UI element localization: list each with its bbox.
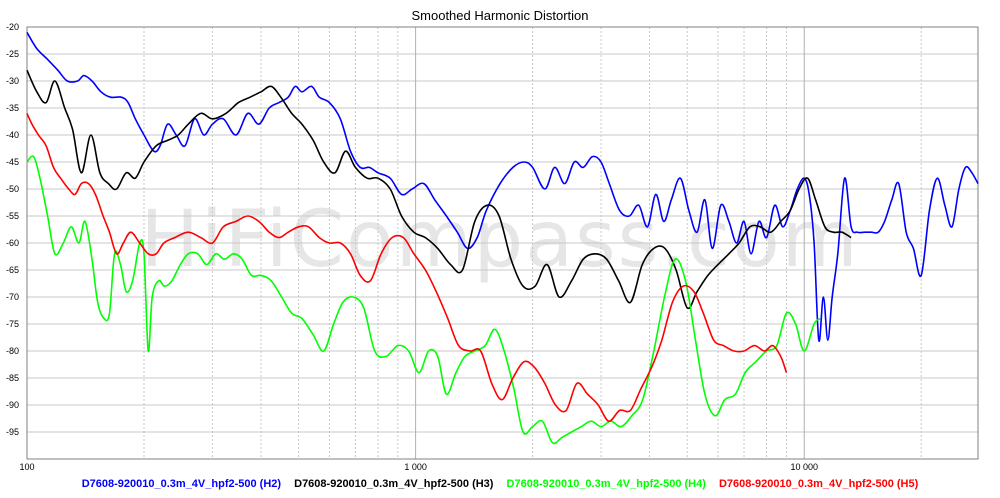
- legend: D7608-920010_0.3m_4V_hpf2-500 (H2) D7608…: [0, 478, 1000, 490]
- chart-title: Smoothed Harmonic Distortion: [411, 8, 589, 23]
- y-tick-label: -40: [6, 130, 19, 140]
- grid: [26, 26, 978, 459]
- y-tick-label: -75: [6, 319, 19, 329]
- x-tick-label: 100: [19, 462, 34, 472]
- y-tick-label: -50: [6, 184, 19, 194]
- y-tick-label: -70: [6, 292, 19, 302]
- y-tick-label: -55: [6, 211, 19, 221]
- y-tick-label: -60: [6, 238, 19, 248]
- y-tick-label: -80: [6, 346, 19, 356]
- series-line-2: [26, 31, 979, 342]
- legend-h2: D7608-920010_0.3m_4V_hpf2-500 (H2): [81, 478, 282, 490]
- legend-h4: D7608-920010_0.3m_4V_hpf2-500 (H4): [506, 478, 706, 490]
- y-tick-label: -65: [6, 265, 19, 275]
- y-tick-label: -35: [6, 103, 19, 113]
- series-line-4: [26, 155, 821, 445]
- x-tick-label: 10 000: [790, 462, 818, 472]
- y-tick-label: -30: [6, 76, 19, 86]
- series-line-3: [26, 69, 852, 310]
- y-tick-label: -90: [6, 400, 19, 410]
- legend-h3: D7608-920010_0.3m_4V_hpf2-500 (H3): [294, 478, 494, 490]
- y-tick-label: -25: [6, 49, 19, 59]
- axis-ticks: -20 -25 -30 -35 -40 -45 -50 -55 -60 -65 -70 -75 -80 -…: [6, 22, 818, 472]
- y-tick-label: -45: [6, 157, 19, 167]
- y-tick-label: -85: [6, 373, 19, 383]
- series-line-5: [26, 113, 788, 422]
- series-lines: [26, 31, 979, 445]
- x-tick-label: 1 000: [404, 462, 427, 472]
- plot-frame: [26, 26, 979, 460]
- legend-h5: D7608-920010_0.3m_4V_hpf2-500 (H5): [718, 478, 919, 490]
- y-tick-label: -20: [6, 22, 19, 32]
- y-tick-label: -95: [6, 427, 19, 437]
